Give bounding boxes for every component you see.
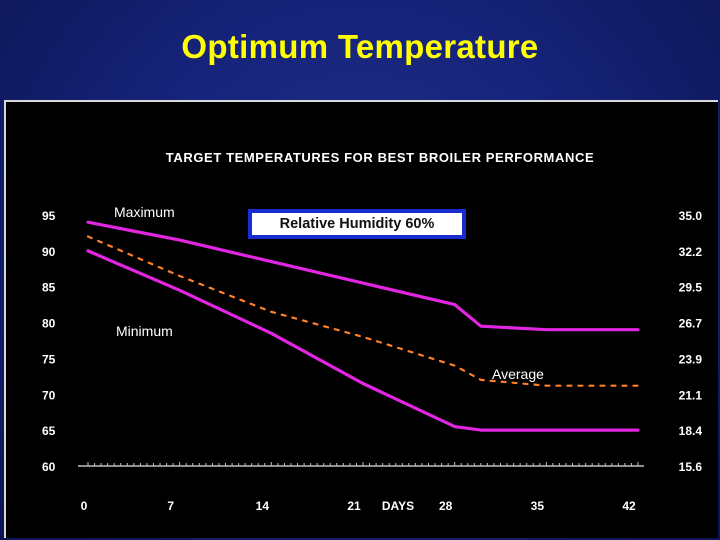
relative-humidity-label: Relative Humidity 60%: [279, 216, 435, 232]
chart-panel: TARGET TEMPERATURES FOR BEST BROILER PER…: [4, 100, 718, 538]
series-label-minimum: Minimum: [116, 323, 173, 339]
y-right-tick-label: 35.0: [679, 209, 703, 223]
x-axis-labels: 0 7 14 21 28 35 42 DAYS: [81, 499, 636, 513]
chart-title: TARGET TEMPERATURES FOR BEST BROILER PER…: [166, 150, 594, 165]
series-label-maximum: Maximum: [114, 204, 175, 220]
x-axis: [78, 462, 644, 467]
x-tick-label: 7: [167, 499, 174, 513]
y-right-tick-label: 18.4: [679, 424, 703, 438]
y-left-tick-label: 80: [42, 317, 56, 331]
x-tick-label: 0: [81, 499, 88, 513]
y-left-tick-label: 75: [42, 352, 56, 366]
series-line-minimum: [86, 249, 640, 432]
y-left-tick-label: 90: [42, 245, 56, 259]
y-right-tick-label: 15.6: [679, 460, 703, 474]
x-tick-label: 21: [347, 499, 361, 513]
y-right-tick-label: 26.7: [679, 317, 703, 331]
line-chart: TARGET TEMPERATURES FOR BEST BROILER PER…: [42, 150, 703, 513]
y-right-tick-label: 23.9: [679, 352, 703, 366]
y-right-tick-label: 21.1: [679, 388, 703, 402]
x-tick-label: 14: [256, 499, 270, 513]
x-tick-label: 42: [622, 499, 636, 513]
series-line-average: [86, 235, 640, 387]
y-right-tick-label: 29.5: [679, 281, 703, 295]
y-left-tick-label: 95: [42, 209, 56, 223]
slide-title: Optimum Temperature: [181, 28, 539, 65]
x-tick-label: 35: [531, 499, 545, 513]
y-left-tick-label: 65: [42, 424, 56, 438]
y-left-tick-label: 70: [42, 388, 56, 402]
y-right-tick-label: 32.2: [679, 245, 703, 259]
right-y-axis-labels: 35.0 32.2 29.5 26.7 23.9 21.1 18.4 15.6: [679, 209, 703, 474]
left-y-axis-labels: 95 90 85 80 75 70 65 60: [42, 209, 56, 474]
series-annotations: Maximum Average Minimum: [114, 204, 544, 382]
series-lines: [86, 220, 640, 432]
series-line-maximum: [86, 220, 640, 332]
y-left-tick-label: 60: [42, 460, 56, 474]
relative-humidity-box: Relative Humidity 60%: [248, 209, 466, 239]
series-label-average: Average: [492, 366, 544, 382]
x-tick-label: 28: [439, 499, 453, 513]
x-axis-title: DAYS: [382, 499, 414, 513]
y-left-tick-label: 85: [42, 281, 56, 295]
